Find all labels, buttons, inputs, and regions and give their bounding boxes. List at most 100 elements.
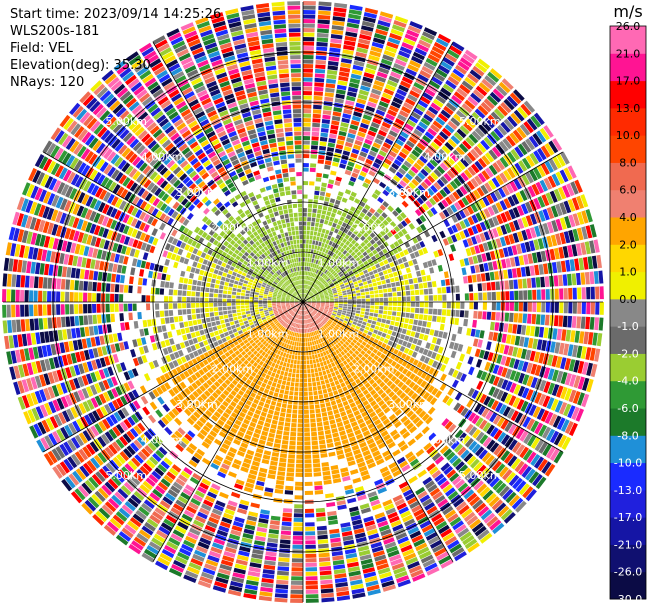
range-gate <box>452 520 464 531</box>
range-gate <box>359 271 364 276</box>
range-gate <box>286 381 291 386</box>
range-gate <box>427 385 435 393</box>
range-gate <box>312 289 316 293</box>
range-gate <box>281 444 288 450</box>
range-gate <box>308 346 311 351</box>
range-gate <box>407 389 415 397</box>
range-gate <box>377 20 391 28</box>
range-gate <box>401 464 411 472</box>
range-gate <box>307 217 312 222</box>
range-gate <box>389 277 395 283</box>
range-gate <box>383 302 388 306</box>
range-gate <box>299 373 303 378</box>
range-gate <box>336 324 341 328</box>
range-gate <box>416 369 424 377</box>
range-gate <box>361 298 366 302</box>
range-gate <box>390 320 395 326</box>
range-gate <box>321 332 325 337</box>
range-gate <box>377 411 385 418</box>
range-gate <box>318 241 322 247</box>
range-gate <box>447 437 457 447</box>
range-gate <box>382 54 394 62</box>
range-gate <box>495 281 501 290</box>
range-gate <box>388 302 393 306</box>
range-gate <box>568 422 578 437</box>
range-gate <box>561 436 572 450</box>
range-gate <box>331 550 343 557</box>
range-gate <box>386 315 392 320</box>
range-gate <box>422 92 434 101</box>
range-gate <box>311 136 319 141</box>
range-gate <box>304 328 307 333</box>
range-gate <box>379 204 387 211</box>
range-gate <box>318 283 323 287</box>
range-gate <box>533 112 545 126</box>
range-gate <box>439 323 445 331</box>
range-gate <box>370 274 375 280</box>
range-gate <box>543 381 551 393</box>
range-gate <box>451 333 457 342</box>
range-gate <box>435 94 447 104</box>
range-gate <box>324 196 330 202</box>
range-gate <box>505 368 513 379</box>
range-gate <box>450 440 460 450</box>
range-gate <box>372 142 381 149</box>
range-gate <box>311 140 319 146</box>
range-gate <box>352 374 359 381</box>
range-gate <box>369 312 374 317</box>
range-gate <box>383 370 390 377</box>
range-gate <box>333 333 338 339</box>
range-gate <box>321 384 327 390</box>
range-gate <box>335 349 340 355</box>
range-gate <box>521 325 527 335</box>
range-gate <box>479 330 485 339</box>
range-gate <box>392 386 400 393</box>
range-gate <box>428 197 437 206</box>
range-gate <box>329 262 334 267</box>
range-gate <box>327 354 332 359</box>
range-gate <box>456 160 466 171</box>
range-gate <box>433 250 439 258</box>
range-gate <box>467 542 480 553</box>
range-gate <box>277 471 286 476</box>
range-gate <box>334 249 340 255</box>
range-gate <box>500 212 508 223</box>
range-gate <box>454 551 467 562</box>
range-gate <box>420 181 429 190</box>
range-gate <box>324 379 330 384</box>
range-gate <box>307 212 312 217</box>
range-gate <box>445 278 450 286</box>
range-gate <box>328 138 336 144</box>
range-gate <box>589 224 597 238</box>
range-gate <box>505 302 510 311</box>
range-gate <box>585 347 592 360</box>
range-gate <box>275 406 281 412</box>
range-gate <box>367 101 377 108</box>
range-gate <box>432 98 444 108</box>
range-gate <box>287 358 291 364</box>
range-gate <box>340 382 346 388</box>
range-gate <box>516 126 527 139</box>
range-gate <box>304 418 310 423</box>
range-gate <box>349 227 355 233</box>
range-gate <box>489 321 495 331</box>
range-gate <box>388 461 398 470</box>
range-gate <box>529 265 535 276</box>
range-gate <box>336 89 346 95</box>
range-gate <box>358 127 368 134</box>
range-gate <box>317 246 321 251</box>
range-gate <box>273 377 278 383</box>
range-gate <box>319 261 323 266</box>
range-gate <box>404 318 410 324</box>
range-gate <box>484 152 495 163</box>
range-gate <box>353 281 358 285</box>
range-gate <box>142 406 151 416</box>
range-gate <box>403 261 410 268</box>
range-gate <box>459 310 465 318</box>
range-gate <box>343 297 348 300</box>
range-gate <box>324 293 329 296</box>
range-gate <box>352 331 358 336</box>
range-gate <box>338 368 344 374</box>
range-gate <box>373 338 379 344</box>
range-gate <box>342 113 352 119</box>
